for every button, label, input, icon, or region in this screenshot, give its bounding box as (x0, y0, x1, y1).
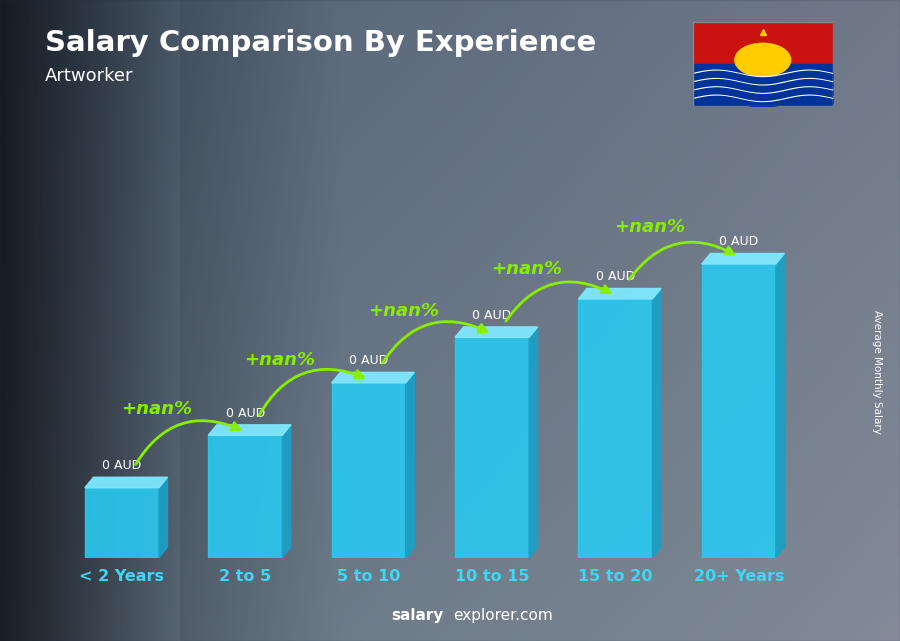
Polygon shape (776, 253, 785, 558)
Bar (331, 383, 406, 558)
Text: 0 AUD: 0 AUD (596, 271, 635, 283)
Text: 0 AUD: 0 AUD (103, 459, 141, 472)
Bar (693, 64, 832, 106)
Text: 0 AUD: 0 AUD (349, 354, 388, 367)
Bar (579, 299, 652, 558)
Bar (455, 337, 529, 558)
Text: explorer.com: explorer.com (453, 608, 553, 623)
Polygon shape (85, 478, 167, 488)
Polygon shape (208, 425, 291, 435)
Text: +nan%: +nan% (368, 302, 438, 320)
Text: 0 AUD: 0 AUD (226, 406, 265, 420)
Bar (85, 488, 159, 558)
Bar (208, 435, 283, 558)
Text: 0 AUD: 0 AUD (719, 235, 759, 248)
Polygon shape (702, 253, 785, 264)
Text: Average Monthly Salary: Average Monthly Salary (872, 310, 883, 434)
Bar (693, 22, 832, 64)
Polygon shape (406, 372, 414, 558)
Text: +nan%: +nan% (244, 351, 315, 369)
Polygon shape (455, 327, 537, 337)
Text: +nan%: +nan% (121, 400, 192, 418)
Text: Salary Comparison By Experience: Salary Comparison By Experience (45, 29, 596, 57)
Polygon shape (529, 327, 537, 558)
Polygon shape (579, 288, 662, 299)
Polygon shape (652, 288, 662, 558)
Polygon shape (159, 478, 167, 558)
Text: Artworker: Artworker (45, 67, 133, 85)
Polygon shape (283, 425, 291, 558)
Text: 0 AUD: 0 AUD (472, 309, 511, 322)
Circle shape (734, 44, 790, 76)
Bar (702, 264, 776, 558)
Polygon shape (331, 372, 414, 383)
Text: +nan%: +nan% (491, 260, 562, 278)
Text: +nan%: +nan% (615, 218, 686, 236)
Text: salary: salary (392, 608, 444, 623)
